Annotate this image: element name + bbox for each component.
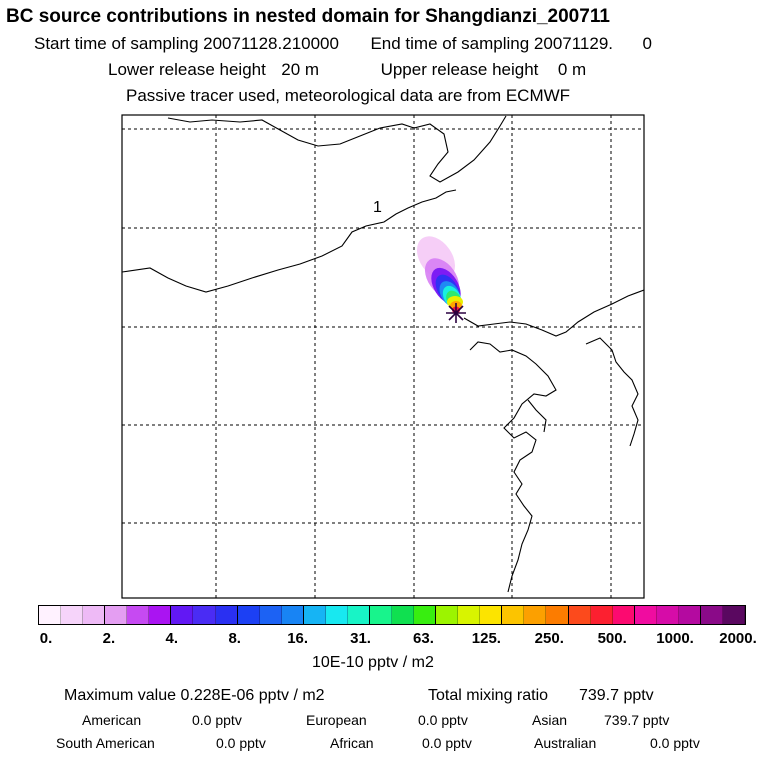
colorbar-cell	[105, 606, 128, 624]
colorbar-tick-label: 31.	[350, 630, 371, 647]
colorbar-cell	[722, 606, 745, 624]
colorbar-cell	[369, 606, 392, 624]
colorbar-tick-label: 125.	[471, 630, 501, 647]
colorbar-cell	[546, 606, 569, 624]
total-mixing-value: 739.7 pptv	[578, 687, 654, 704]
colorbar-cell	[678, 606, 701, 624]
upper-release-label: Upper release height	[380, 60, 539, 79]
colorbar-tick-label: 8.	[228, 630, 241, 647]
south-american-value: 0.0 pptv	[216, 735, 266, 751]
lower-release-label: Lower release height	[108, 60, 266, 79]
colorbar-cell	[458, 606, 481, 624]
european-label: European	[306, 712, 367, 728]
total-mixing-label: Total mixing ratio	[428, 687, 549, 704]
end-time-value-tail: 0	[642, 34, 652, 53]
map-border	[121, 114, 645, 599]
colorbar-cell	[392, 606, 415, 624]
colorbar-tick-label: 2000.	[719, 630, 757, 647]
australian-label: Australian	[534, 735, 597, 751]
colorbar-cell	[634, 606, 657, 624]
lat-lon-grid	[122, 115, 644, 598]
colorbar-cell	[656, 606, 679, 624]
african-value: 0.0 pptv	[422, 735, 472, 751]
colorbar-cell	[281, 606, 304, 624]
colorbar-cell	[127, 606, 150, 624]
lower-release-value: 20 m	[281, 60, 320, 79]
coastlines-and-borders	[122, 115, 644, 593]
south-american-label: South American	[56, 735, 155, 751]
colorbar-cell	[39, 606, 62, 624]
total-mixing-line: Total mixing ratio 739.7 pptv	[428, 687, 654, 705]
sampling-times: Start time of sampling 20071128.210000 E…	[34, 34, 652, 54]
colorbar-cell	[193, 606, 216, 624]
release-heights: Lower release height 20 m Upper release …	[108, 60, 586, 80]
colorbar-cell	[347, 606, 370, 624]
colorbar-cell	[259, 606, 282, 624]
colorbar-units: 10E-10 pptv / m2	[312, 654, 434, 671]
colorbar-cell	[414, 606, 437, 624]
start-time-value: 20071128.210000	[203, 34, 339, 53]
colorbar-cell	[502, 606, 525, 624]
colorbar-tick-label: 1000.	[656, 630, 694, 647]
map-frame	[122, 115, 644, 598]
end-time-value: 20071129.	[533, 34, 614, 53]
end-time-label: End time of sampling	[370, 34, 530, 53]
max-value-line: Maximum value 0.228E-06 pptv / m2	[64, 687, 325, 705]
colorbar-cell	[83, 606, 106, 624]
colorbar-cell	[303, 606, 326, 624]
african-label: African	[330, 735, 374, 751]
colorbar-cell	[149, 606, 172, 624]
colorbar-cell	[480, 606, 503, 624]
colorbar-tick-label: 16.	[287, 630, 309, 647]
max-value-label: Maximum value	[64, 687, 177, 704]
colorbar-tick-label: 2.	[102, 630, 116, 647]
tracer-note: Passive tracer used, meteorological data…	[126, 86, 571, 105]
colorbar-cell	[237, 606, 260, 624]
american-value: 0.0 pptv	[192, 712, 242, 728]
colorbar-tick-label: 500.	[597, 630, 627, 647]
colorbar-cell	[524, 606, 547, 624]
region-label: 1	[373, 199, 382, 216]
colorbar-tick-label: 63.	[413, 630, 434, 647]
european-value: 0.0 pptv	[418, 712, 468, 728]
colorbar-cell	[568, 606, 591, 624]
start-time-label: Start time of sampling	[34, 34, 199, 53]
upper-release-value: 0 m	[557, 60, 587, 79]
colorbar-cell	[61, 606, 84, 624]
colorbar-cell	[700, 606, 723, 624]
receptor-star-icon	[446, 303, 466, 323]
colorbar	[38, 605, 746, 625]
concentration-plume	[416, 236, 463, 314]
max-value: 0.228E-06 pptv / m2	[180, 687, 325, 704]
american-label: American	[82, 712, 142, 728]
colorbar-tick-label: 0.	[39, 630, 53, 647]
colorbar-tick-label: 250.	[534, 630, 564, 647]
map-title: BC source contributions in nested domain…	[6, 6, 610, 27]
asian-label: Asian	[532, 712, 568, 728]
asian-value: 739.7 pptv	[604, 712, 670, 728]
colorbar-cell	[436, 606, 459, 624]
colorbar-cell	[590, 606, 613, 624]
colorbar-cell	[171, 606, 194, 624]
colorbar-tick-label: 4.	[165, 630, 179, 647]
colorbar-cell	[215, 606, 238, 624]
australian-value: 0.0 pptv	[650, 735, 700, 751]
colorbar-cell	[325, 606, 348, 624]
map-panel: 1	[121, 114, 645, 599]
colorbar-cell	[612, 606, 635, 624]
